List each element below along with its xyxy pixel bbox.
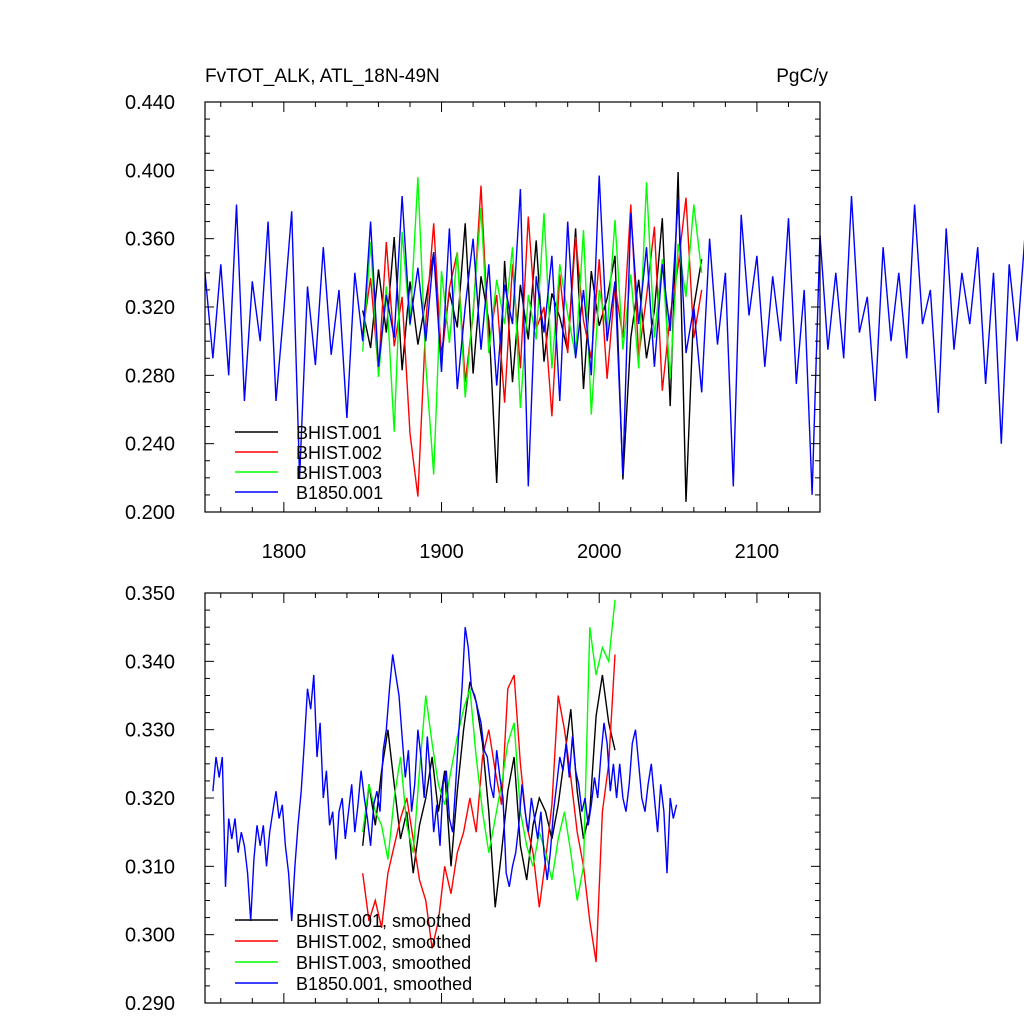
chart-units: PgC/y [776,66,828,87]
legend-label: BHIST.002, smoothed [296,932,471,952]
y-tick-label: 0.340 [125,651,175,673]
series-line-3 [362,177,703,475]
bottom-panel: 0.290 0.300 0.310 0.320 0.330 0.340 0.350 BHIS… [125,583,821,1015]
y-tick-label: 0.320 [125,788,175,810]
y-tick-label: 0.400 [125,160,175,182]
y-tick-label: 0.240 [125,434,175,456]
chart-title: FvTOT_ALK, ATL_18N-49N [205,66,440,87]
legend-label: BHIST.003 [296,463,382,483]
legend-label: BHIST.001 [296,423,382,443]
y-tick-label: 0.300 [125,925,175,947]
legend-label: B1850.001, smoothed [296,974,472,994]
y-tick-label: 0.360 [125,229,175,251]
y-tick-label: 0.320 [125,297,175,319]
x-tick-label: 2000 [577,541,622,563]
y-tick-label: 0.310 [125,856,175,878]
legend-label: BHIST.002 [296,443,382,463]
y-tick-label: 0.290 [125,993,175,1015]
y-tick-label: 0.330 [125,720,175,742]
legend-label: BHIST.001, smoothed [296,911,471,931]
x-tick-label: 1900 [419,541,464,563]
series-line-2 [362,185,703,497]
top-panel-axes: 0.200 0.240 0.280 0.320 0.360 0.400 0.440 1800 1… [125,92,821,563]
y-tick-label: 0.350 [125,583,175,605]
series-line-3 [362,599,616,901]
y-tick-label: 0.440 [125,92,175,114]
x-tick-label: 1800 [262,541,307,563]
x-tick-label: 2100 [735,541,780,563]
series-line-4 [204,175,1024,495]
bottom-panel-series [212,599,678,963]
series-line-4 [212,627,678,922]
y-tick-label: 0.200 [125,502,175,524]
bottom-panel-axes: 0.290 0.300 0.310 0.320 0.330 0.340 0.350 [125,583,821,1015]
series-line-1 [362,171,703,502]
top-panel-series [204,171,1024,502]
legend-label: B1850.001 [296,483,383,503]
legend-label: BHIST.003, smoothed [296,953,471,973]
y-tick-label: 0.280 [125,365,175,387]
top-panel: FvTOT_ALK, ATL_18N-49N PgC/y 0.2000.2400… [125,66,1024,563]
